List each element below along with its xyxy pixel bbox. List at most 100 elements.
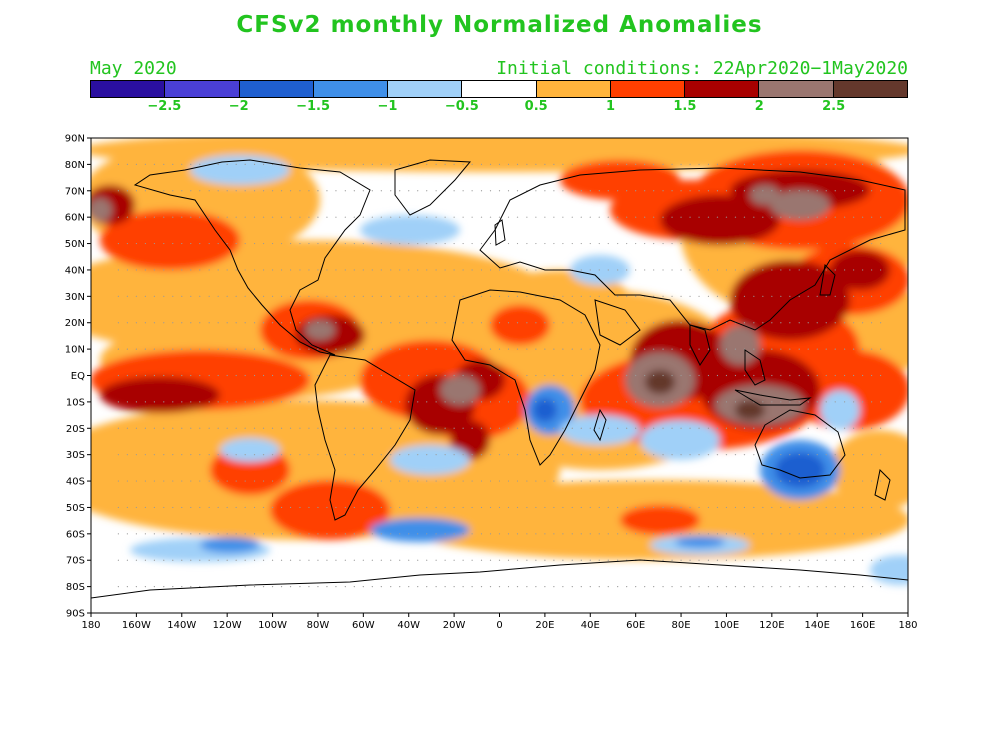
lon-tick-label: 60E <box>626 620 645 631</box>
coastline <box>91 559 908 599</box>
lat-tick-label: 30S <box>66 450 85 461</box>
coastline <box>754 409 846 479</box>
anomaly-region <box>560 415 640 445</box>
lon-tick-label: 160W <box>122 620 151 631</box>
coastline <box>133 159 371 356</box>
lon-tick-label: 40E <box>581 620 600 631</box>
lat-tick-label: 70N <box>65 186 85 197</box>
lon-tick-label: 140W <box>167 620 196 631</box>
anomaly-region <box>720 325 760 365</box>
lat-tick-label: 50S <box>66 503 85 514</box>
lon-tick-label: 180 <box>898 620 917 631</box>
coastline <box>689 324 711 366</box>
lat-tick-label: 10S <box>66 397 85 408</box>
coastline <box>594 299 641 346</box>
colorbar-label: 1 <box>606 99 616 114</box>
lon-tick-label: 100W <box>258 620 287 631</box>
colorbar-label: −0.5 <box>444 99 479 114</box>
colorbar-swatch-1 <box>165 81 240 97</box>
longitude-axis: 180 160W 140W 120W 100W 80W 60W 40W 20W 0 20E 40E 60… <box>81 613 918 631</box>
coastline <box>734 389 812 406</box>
anomaly-region <box>770 190 830 220</box>
lat-tick-label: 70S <box>66 556 85 567</box>
lat-tick-label: 20N <box>65 318 85 329</box>
colorbar-swatch-7 <box>610 81 686 97</box>
lon-tick-label: 100E <box>714 620 739 631</box>
coastline <box>494 219 506 246</box>
coastline <box>479 167 906 331</box>
coastlines <box>91 159 908 599</box>
anomaly-region <box>640 420 720 460</box>
coastline <box>451 289 601 466</box>
colorbar-label: −2.5 <box>147 99 182 114</box>
colorbar-swatch-2 <box>239 81 314 97</box>
colorbar <box>90 80 908 98</box>
anomaly-region <box>200 537 260 553</box>
colorbar-swatch-6 <box>536 81 611 97</box>
anomaly-region <box>190 155 290 185</box>
colorbar-labels: −2.5 −2 −1.5 −1 −0.5 0.5 1 1.5 2 2.5 <box>90 99 908 115</box>
lat-tick-label: 60N <box>65 213 85 224</box>
lat-tick-label: 40N <box>65 265 85 276</box>
lon-tick-label: 120E <box>759 620 784 631</box>
coastline <box>593 408 607 442</box>
lat-tick-label: 50N <box>65 239 85 250</box>
lat-tick-label: 90N <box>65 134 85 145</box>
lat-tick-label: 80N <box>65 160 85 171</box>
lat-tick-label: 10N <box>65 345 85 356</box>
anomaly-region <box>305 320 335 340</box>
anomaly-region <box>450 420 490 460</box>
lat-tick-label: EQ <box>71 371 85 382</box>
lon-tick-label: 80E <box>672 620 691 631</box>
lon-tick-label: 40W <box>397 620 420 631</box>
lon-tick-label: 180 <box>81 620 100 631</box>
colorbar-label: 1.5 <box>673 99 697 114</box>
colorbar-swatch-0 <box>91 81 166 97</box>
lat-tick-label: 20S <box>66 424 85 435</box>
anomaly-region <box>750 185 780 205</box>
anomaly-field <box>91 138 908 613</box>
latitude-axis: 90N 80N 70N 60N 50N 40N 30N 20N 10N EQ 10S 20S 30S 40… <box>65 134 91 620</box>
lat-tick-label: 60S <box>66 529 85 540</box>
colorbar-label: 2.5 <box>822 99 846 114</box>
anomaly-region <box>91 138 908 172</box>
anomaly-region <box>490 305 550 345</box>
anomaly-region <box>100 377 220 413</box>
colorbar-swatch-3 <box>313 81 389 97</box>
coastline <box>744 349 766 386</box>
anomaly-region <box>440 375 480 405</box>
forecast-month: May 2020 <box>90 58 177 79</box>
anomaly-region <box>675 536 725 548</box>
anomaly-region <box>533 398 557 422</box>
colorbar-swatch-4 <box>388 81 463 97</box>
colorbar-label: −1 <box>377 99 398 114</box>
lon-tick-label: 0 <box>496 620 502 631</box>
anomaly-region <box>91 198 112 222</box>
coastline <box>314 354 416 521</box>
anomaly-region <box>870 555 908 585</box>
lon-tick-label: 140E <box>805 620 830 631</box>
coastline <box>819 263 836 296</box>
anomaly-region <box>270 480 390 540</box>
colorbar-swatch-10 <box>833 81 907 97</box>
lat-tick-label: 40S <box>66 477 85 488</box>
lon-tick-label: 80W <box>307 620 330 631</box>
lon-tick-label: 20E <box>535 620 554 631</box>
anomaly-region <box>620 505 700 535</box>
lon-tick-label: 60W <box>352 620 375 631</box>
initial-conditions: Initial conditions: 22Apr2020−1May2020 <box>496 58 908 79</box>
anomaly-region <box>100 210 240 270</box>
anomaly-region <box>735 400 765 420</box>
chart-title: CFSv2 monthly Normalized Anomalies <box>236 12 763 38</box>
lat-tick-label: 30N <box>65 292 85 303</box>
anomaly-region <box>790 350 908 430</box>
anomaly-region <box>645 370 675 394</box>
colorbar-swatch-5 <box>462 81 537 97</box>
anomaly-region <box>830 250 890 290</box>
anomaly-region <box>660 195 780 245</box>
colorbar-swatch-8 <box>685 81 760 97</box>
lon-tick-label: 20W <box>443 620 466 631</box>
coastline <box>394 159 472 216</box>
anomaly-region <box>220 438 280 462</box>
